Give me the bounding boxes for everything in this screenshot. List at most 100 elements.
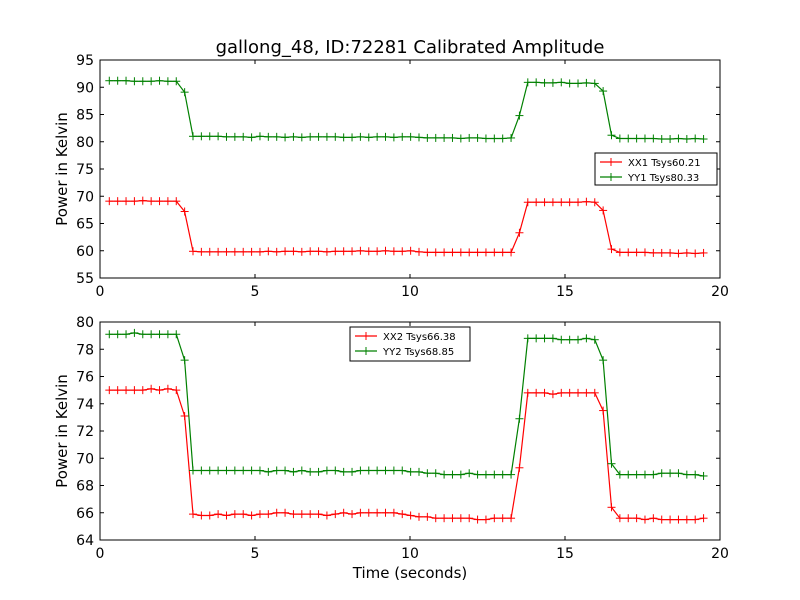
data-point	[582, 78, 591, 87]
x-tick-label: 10	[401, 546, 419, 562]
data-point	[264, 510, 273, 519]
data-point	[373, 508, 382, 517]
data-point	[339, 247, 348, 256]
data-point	[632, 514, 641, 523]
data-point	[540, 388, 549, 397]
data-point	[230, 247, 239, 256]
data-point	[657, 469, 666, 478]
data-point	[691, 249, 700, 258]
y-tick-label: 80	[76, 135, 94, 151]
data-point	[130, 328, 139, 337]
data-point	[515, 228, 524, 237]
y-tick-label: 80	[76, 315, 94, 331]
data-point	[565, 335, 574, 344]
data-point	[189, 466, 197, 475]
data-point	[599, 87, 608, 96]
data-point	[364, 247, 373, 256]
data-point	[264, 132, 273, 141]
data-point	[498, 470, 507, 479]
data-point	[440, 248, 449, 257]
data-point	[615, 248, 624, 257]
data-point	[348, 247, 357, 256]
data-point	[314, 467, 323, 476]
data-point	[615, 514, 624, 523]
data-point	[306, 467, 315, 476]
data-point	[624, 514, 633, 523]
data-point	[632, 134, 641, 143]
data-point	[105, 76, 114, 85]
data-point	[230, 132, 239, 141]
data-point	[306, 247, 315, 256]
data-point	[640, 470, 649, 479]
data-point	[155, 330, 164, 339]
data-point	[147, 77, 156, 86]
data-point	[465, 514, 474, 523]
data-point	[381, 132, 390, 141]
data-point	[147, 330, 156, 339]
data-point	[389, 508, 398, 517]
data-point	[239, 247, 248, 256]
data-point	[122, 330, 131, 339]
data-point	[172, 386, 181, 395]
data-point	[431, 248, 440, 257]
x-tick-label: 10	[401, 284, 419, 300]
data-point	[465, 133, 474, 142]
data-point	[255, 132, 264, 141]
data-point	[356, 246, 365, 255]
data-point	[640, 515, 649, 524]
legend-label: XX1 Tsys60.21	[628, 158, 701, 169]
data-point	[281, 133, 290, 142]
y-tick-label: 68	[76, 479, 94, 495]
data-point	[389, 466, 398, 475]
data-point	[155, 197, 164, 206]
data-point	[314, 510, 323, 519]
data-point	[498, 134, 507, 143]
data-point	[138, 386, 147, 395]
data-point	[507, 248, 516, 257]
data-point	[297, 133, 306, 142]
data-point	[615, 134, 624, 143]
data-point	[348, 510, 357, 519]
data-point	[649, 514, 658, 523]
data-point	[532, 198, 541, 207]
data-point	[297, 466, 306, 475]
y-tick-label: 74	[76, 397, 94, 413]
data-point	[456, 470, 465, 479]
data-point	[599, 206, 608, 215]
data-point	[322, 132, 331, 141]
data-point	[674, 134, 683, 143]
data-point	[481, 134, 490, 143]
data-point	[272, 508, 281, 517]
data-point	[540, 198, 549, 207]
data-point	[297, 510, 306, 519]
data-point	[113, 76, 122, 85]
data-point	[624, 248, 633, 257]
data-point	[649, 134, 658, 143]
data-point	[473, 470, 482, 479]
data-point	[699, 471, 708, 480]
data-point	[515, 111, 524, 120]
data-point	[565, 388, 574, 397]
data-point	[398, 466, 407, 475]
data-point	[205, 466, 214, 475]
data-point	[105, 197, 114, 206]
data-point	[640, 134, 649, 143]
data-point	[498, 248, 507, 257]
data-point	[624, 134, 633, 143]
data-point	[322, 247, 331, 256]
data-point	[490, 248, 499, 257]
data-point	[548, 78, 557, 87]
data-point	[130, 77, 139, 86]
data-point	[481, 515, 490, 524]
data-point	[465, 248, 474, 257]
data-point	[163, 384, 172, 393]
data-point	[423, 469, 432, 478]
data-point	[247, 133, 256, 142]
data-point	[138, 330, 147, 339]
plot-frame	[99, 321, 721, 541]
data-point	[699, 248, 708, 257]
data-point	[532, 334, 541, 343]
data-point	[130, 197, 139, 206]
data-point	[590, 335, 599, 344]
data-point	[138, 196, 147, 205]
